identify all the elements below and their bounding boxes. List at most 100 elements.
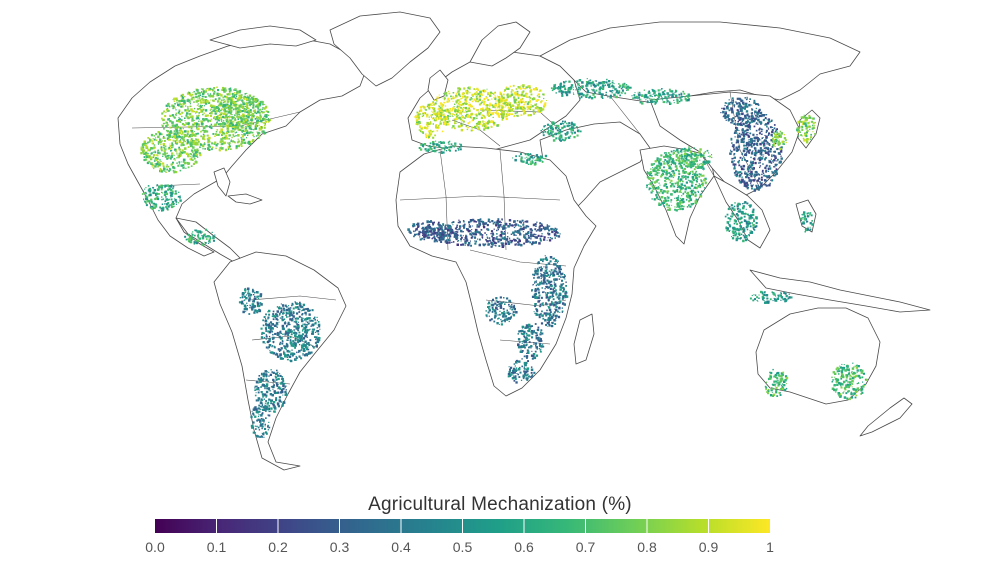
cropland-pixel bbox=[274, 380, 276, 382]
cropland-pixel bbox=[499, 107, 501, 109]
cropland-pixel bbox=[432, 136, 435, 139]
cropland-pixel bbox=[451, 113, 453, 115]
cropland-pixel bbox=[225, 148, 228, 151]
cropland-pixel bbox=[222, 122, 225, 125]
cropland-pixel bbox=[495, 242, 498, 244]
cropland-pixel bbox=[438, 112, 441, 116]
cropland-pixel bbox=[227, 146, 230, 149]
cropland-pixel bbox=[256, 125, 259, 127]
cropland-pixel bbox=[277, 386, 281, 389]
cropland-pixel bbox=[224, 89, 227, 92]
cropland-pixel bbox=[170, 130, 172, 132]
cropland-pixel bbox=[408, 230, 411, 233]
cropland-pixel bbox=[519, 87, 522, 90]
cropland-pixel bbox=[244, 305, 247, 308]
cropland-pixel bbox=[551, 124, 553, 126]
cropland-pixel bbox=[482, 221, 485, 224]
cropland-pixel bbox=[425, 135, 428, 138]
cropland-pixel bbox=[454, 127, 456, 130]
cropland-pixel bbox=[484, 232, 486, 234]
cropland-pixel bbox=[268, 338, 271, 341]
cropland-pixel bbox=[272, 385, 275, 389]
cropland-pixel bbox=[538, 227, 541, 229]
cropland-pixel bbox=[276, 314, 279, 317]
cropland-pixel bbox=[426, 116, 428, 118]
cropland-pixel bbox=[249, 101, 252, 103]
cropland-pixel bbox=[200, 111, 202, 113]
cropland-pixel bbox=[429, 146, 432, 149]
cropland-pixel bbox=[192, 237, 194, 239]
cropland-pixel bbox=[305, 329, 307, 332]
cropland-pixel bbox=[157, 155, 159, 157]
cropland-pixel bbox=[232, 135, 234, 137]
cropland-pixel bbox=[420, 143, 423, 146]
cropland-pixel bbox=[199, 153, 202, 157]
cropland-pixel bbox=[258, 427, 260, 429]
cropland-pixel bbox=[195, 95, 198, 99]
cropland-pixel bbox=[280, 382, 283, 385]
cropland-pixel bbox=[161, 196, 163, 198]
cropland-pixel bbox=[280, 307, 282, 310]
cropland-pixel bbox=[176, 125, 180, 129]
cropland-pixel bbox=[503, 228, 505, 230]
cropland-pixel bbox=[261, 372, 263, 374]
cropland-pixel bbox=[289, 307, 292, 309]
cropland-pixel bbox=[214, 118, 217, 121]
cropland-pixel bbox=[445, 94, 448, 97]
cropland-pixel bbox=[447, 239, 450, 242]
cropland-pixel bbox=[237, 127, 239, 129]
cropland-pixel bbox=[448, 92, 451, 95]
cropland-pixel bbox=[467, 243, 470, 247]
cropland-pixel bbox=[542, 131, 545, 134]
cropland-pixel bbox=[142, 190, 144, 192]
cropland-pixel bbox=[443, 117, 446, 120]
cropland-pixel bbox=[193, 119, 195, 121]
cropland-pixel bbox=[258, 111, 261, 114]
cropland-pixel bbox=[454, 121, 456, 123]
cropland-pixel bbox=[285, 342, 288, 345]
cropland-pixel bbox=[547, 274, 550, 276]
cropland-pixel bbox=[282, 401, 286, 404]
cropland-pixel bbox=[180, 95, 182, 98]
cropland-pixel bbox=[456, 105, 459, 108]
cropland-pixel bbox=[500, 99, 503, 103]
cropland-pixel bbox=[169, 126, 171, 129]
cropland-pixel bbox=[281, 376, 283, 378]
cropland-pixel bbox=[539, 155, 542, 157]
cropland-pixel bbox=[246, 137, 247, 139]
cropland-pixel bbox=[452, 144, 454, 146]
cropland-pixel bbox=[249, 114, 251, 116]
cropland-pixel bbox=[187, 154, 190, 157]
cropland-pixel bbox=[192, 139, 194, 141]
cropland-pixel bbox=[656, 98, 659, 100]
cropland-pixel bbox=[207, 138, 209, 140]
cropland-pixel bbox=[157, 142, 160, 145]
cropland-pixel bbox=[464, 106, 467, 110]
cropland-pixel bbox=[181, 130, 184, 133]
cropland-pixel bbox=[265, 328, 267, 331]
cropland-pixel bbox=[470, 230, 472, 232]
cropland-pixel bbox=[220, 128, 223, 131]
cropland-pixel bbox=[276, 310, 279, 313]
cropland-pixel bbox=[572, 86, 574, 88]
cropland-pixel bbox=[268, 410, 270, 413]
cropland-pixel bbox=[272, 340, 275, 343]
cropland-pixel bbox=[243, 138, 246, 141]
cropland-pixel bbox=[187, 233, 189, 235]
cropland-pixel bbox=[161, 198, 163, 201]
cropland-pixel bbox=[459, 221, 461, 223]
cropland-pixel bbox=[178, 148, 181, 151]
cropland-pixel bbox=[251, 131, 254, 134]
cropland-pixel bbox=[174, 102, 176, 105]
cropland-pixel bbox=[494, 91, 496, 94]
cropland-pixel bbox=[534, 162, 537, 166]
cropland-pixel bbox=[155, 159, 158, 162]
cropland-pixel bbox=[506, 93, 509, 96]
cropland-pixel bbox=[275, 313, 278, 316]
cropland-pixel bbox=[655, 90, 657, 92]
cropland-pixel bbox=[143, 156, 146, 158]
cropland-pixel bbox=[514, 230, 517, 233]
cropland-region bbox=[238, 287, 321, 438]
cropland-pixel bbox=[456, 243, 459, 246]
cropland-pixel bbox=[668, 101, 671, 104]
